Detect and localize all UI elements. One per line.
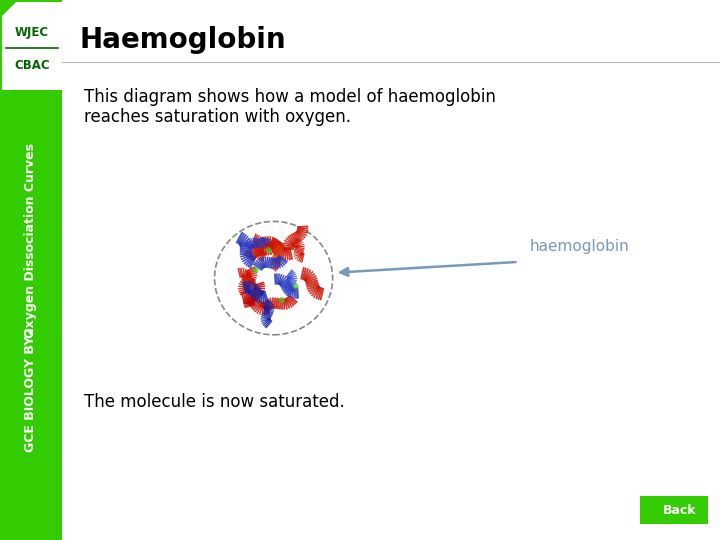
Text: GCE BIOLOGY BY2: GCE BIOLOGY BY2 <box>24 327 37 453</box>
Text: Back: Back <box>663 503 697 516</box>
Circle shape <box>279 297 284 303</box>
Text: haemoglobin: haemoglobin <box>529 239 629 254</box>
Bar <box>640 496 708 524</box>
Bar <box>2 2 62 90</box>
Text: CBAC: CBAC <box>14 59 50 72</box>
Polygon shape <box>2 2 16 16</box>
Polygon shape <box>640 496 656 524</box>
Text: Haemoglobin: Haemoglobin <box>80 26 287 54</box>
Text: reaches saturation with oxygen.: reaches saturation with oxygen. <box>84 108 351 126</box>
Text: WJEC: WJEC <box>15 26 49 39</box>
Bar <box>0 0 62 540</box>
Text: Oxygen Dissociation Curves: Oxygen Dissociation Curves <box>24 143 37 338</box>
Circle shape <box>253 267 258 273</box>
Circle shape <box>266 247 271 253</box>
Circle shape <box>292 283 299 289</box>
Text: The molecule is now saturated.: The molecule is now saturated. <box>84 393 345 411</box>
Text: This diagram shows how a model of haemoglobin: This diagram shows how a model of haemog… <box>84 88 496 106</box>
